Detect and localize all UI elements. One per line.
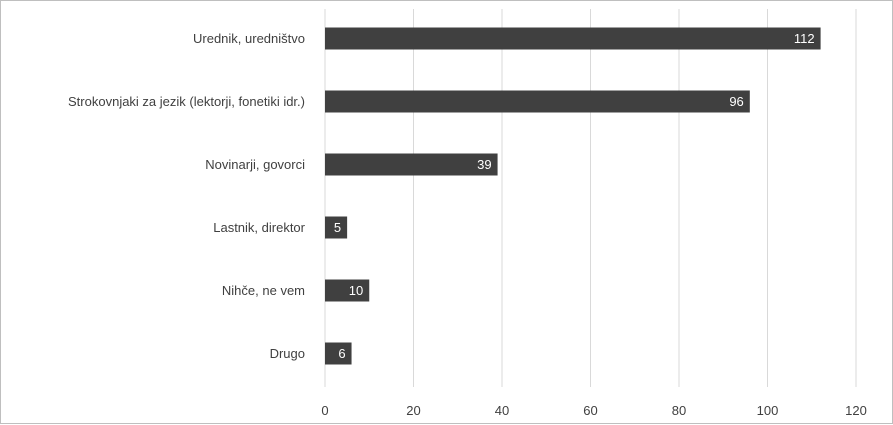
category-label: Urednik, uredništvo [193, 31, 305, 46]
bar [325, 90, 750, 113]
bar [325, 342, 352, 365]
bar [325, 153, 498, 176]
data-label: 10 [349, 283, 363, 298]
x-tick-label: 20 [406, 403, 420, 418]
x-tick-label: 0 [321, 403, 328, 418]
category-label: Novinarji, govorci [205, 157, 305, 172]
data-label: 6 [338, 346, 345, 361]
bar [325, 216, 348, 239]
x-tick-label: 40 [495, 403, 509, 418]
x-tick-label: 100 [757, 403, 779, 418]
data-label: 5 [334, 220, 341, 235]
category-label: Lastnik, direktor [213, 220, 305, 235]
data-label: 112 [794, 31, 815, 46]
x-tick-label: 60 [583, 403, 597, 418]
category-label: Strokovnjaki za jezik (lektorji, fonetik… [68, 94, 305, 109]
x-tick-label: 80 [672, 403, 686, 418]
category-label: Drugo [270, 346, 305, 361]
data-label: 96 [729, 94, 743, 109]
category-label: Nihče, ne vem [222, 283, 305, 298]
bar [325, 279, 370, 302]
data-label: 39 [477, 157, 491, 172]
x-tick-label: 120 [845, 403, 867, 418]
bar [325, 27, 821, 50]
